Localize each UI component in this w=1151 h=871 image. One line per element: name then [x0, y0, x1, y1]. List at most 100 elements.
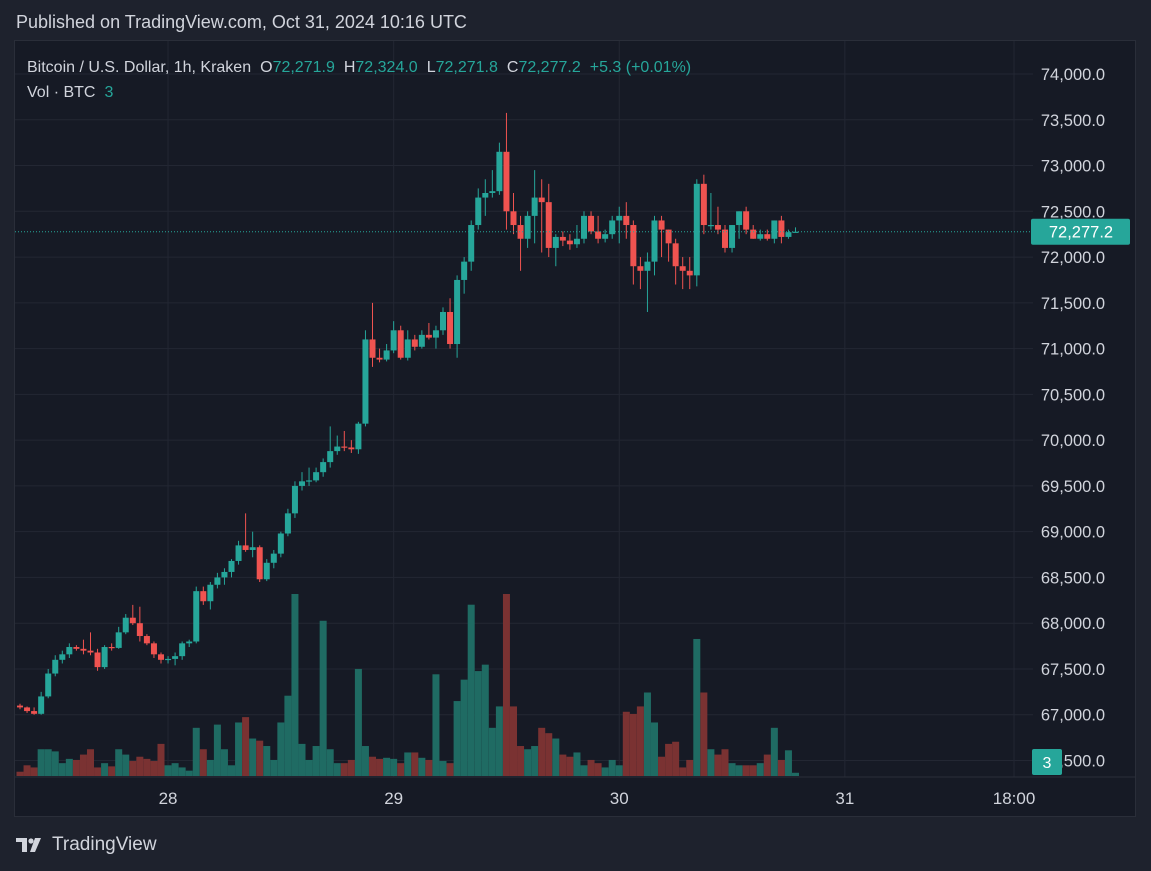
volume-bar [552, 738, 560, 776]
candle-body [228, 560, 235, 572]
volume-bar [545, 733, 553, 776]
published-caption: Published on TradingView.com, Oct 31, 20… [16, 12, 467, 32]
volume-bar [277, 722, 285, 776]
price-tick-label: 67,000.0 [1041, 707, 1105, 725]
price-tick-label: 69,500.0 [1041, 478, 1105, 496]
candle-body [489, 191, 496, 193]
candle-body [136, 623, 143, 637]
candle-body [348, 447, 355, 450]
volume-bar [242, 717, 250, 776]
volume-bar [601, 767, 609, 776]
candle-body [729, 225, 736, 248]
volume-bar [411, 752, 419, 776]
volume-bar [742, 765, 750, 776]
candle-body [355, 423, 362, 450]
candle-body [320, 462, 327, 473]
candle-body [207, 584, 214, 602]
candle-body [87, 650, 94, 653]
candle-body [115, 632, 122, 648]
volume-bar [37, 749, 45, 776]
high-value: 72,324.0 [355, 59, 418, 76]
candle-body [94, 652, 101, 668]
volume-bar [636, 706, 644, 776]
candle-body [573, 238, 580, 245]
candle-body [524, 215, 531, 239]
candle-body [52, 659, 59, 674]
volume-bar [256, 740, 264, 776]
candle-body [66, 646, 73, 655]
candle-body [397, 330, 404, 358]
candle-body [59, 654, 66, 660]
candle-body [411, 339, 418, 347]
volume-bar [108, 766, 116, 776]
volume-bar [566, 756, 574, 776]
candle-body [249, 547, 256, 550]
symbol-label[interactable]: Bitcoin / U.S. Dollar, 1h, Kraken [27, 59, 252, 76]
volume-bar [369, 756, 376, 776]
candle-body [644, 261, 651, 271]
price-axis: 66,500.067,000.067,500.068,000.068,500.0… [1041, 66, 1105, 771]
volume-bar [453, 701, 461, 776]
candle-body [764, 234, 771, 239]
volume-bar [658, 756, 666, 776]
candle-body [277, 533, 284, 554]
last-price-marker [1031, 218, 1130, 245]
price-tick-label: 69,000.0 [1041, 524, 1105, 542]
change-value: +5.3 (+0.01%) [589, 59, 692, 76]
candle-body [623, 215, 630, 226]
volume-bar [199, 749, 207, 776]
candle-body [447, 311, 454, 345]
candle-body [418, 334, 425, 347]
candle-body [256, 547, 263, 580]
volume-bar [298, 743, 306, 776]
volume-bar [672, 741, 680, 776]
volume-bar [707, 749, 715, 776]
time-tick-label: 29 [384, 789, 403, 808]
volume-bar [510, 706, 517, 776]
volume-bar [143, 758, 151, 776]
candle-body [707, 225, 714, 227]
candle-body [559, 236, 566, 241]
volume-bar [312, 746, 320, 776]
candle-body [242, 545, 249, 550]
chart-panel[interactable]: 66,500.0 67,000.0 67,500.0 68,000.0 68,500.0… [14, 40, 1136, 817]
volume-bar [587, 759, 595, 776]
footer-brand[interactable]: TradingView [16, 834, 157, 856]
price-tick-label: 68,000.0 [1041, 615, 1105, 633]
candle-body [383, 350, 390, 360]
candle-body [404, 339, 411, 358]
volume-bar [206, 759, 214, 776]
volume-bar [305, 759, 313, 776]
low-value: 72,271.8 [435, 59, 498, 76]
candle-body [693, 183, 700, 276]
candle-body [778, 220, 785, 237]
volume-legend-row: Vol · BTC 3 [27, 80, 691, 105]
volume-label[interactable]: Vol · BTC [27, 84, 96, 101]
candle-body [172, 656, 179, 659]
volume-bar [361, 746, 369, 776]
price-tick-label: 71,000.0 [1041, 341, 1105, 359]
volume-bar [284, 695, 292, 776]
candlestick-chart[interactable]: 66,500.067,000.067,500.068,000.068,500.0… [15, 41, 1136, 817]
last-volume-label: 3 [1043, 755, 1052, 772]
low-label: L [426, 59, 436, 76]
volume-bar [714, 754, 722, 776]
candle-body [602, 234, 609, 239]
candle-body [658, 220, 665, 230]
price-tick-label: 70,000.0 [1041, 432, 1105, 450]
candle-body [785, 232, 792, 237]
candle-body [672, 243, 679, 267]
volume-bar [220, 749, 228, 776]
candle-body [158, 654, 164, 660]
volume-bar [425, 759, 433, 776]
close-label: C [506, 59, 519, 76]
axis-markers: 72,277.2 3 [1031, 218, 1130, 775]
candle-body [221, 571, 228, 578]
volume-bar [122, 754, 130, 776]
price-tick-label: 72,000.0 [1041, 249, 1105, 267]
volume-bar [192, 727, 200, 776]
volume-bar [608, 759, 616, 776]
candle-body [291, 485, 298, 514]
candle-body [722, 229, 728, 248]
time-tick-label: 31 [835, 789, 854, 808]
